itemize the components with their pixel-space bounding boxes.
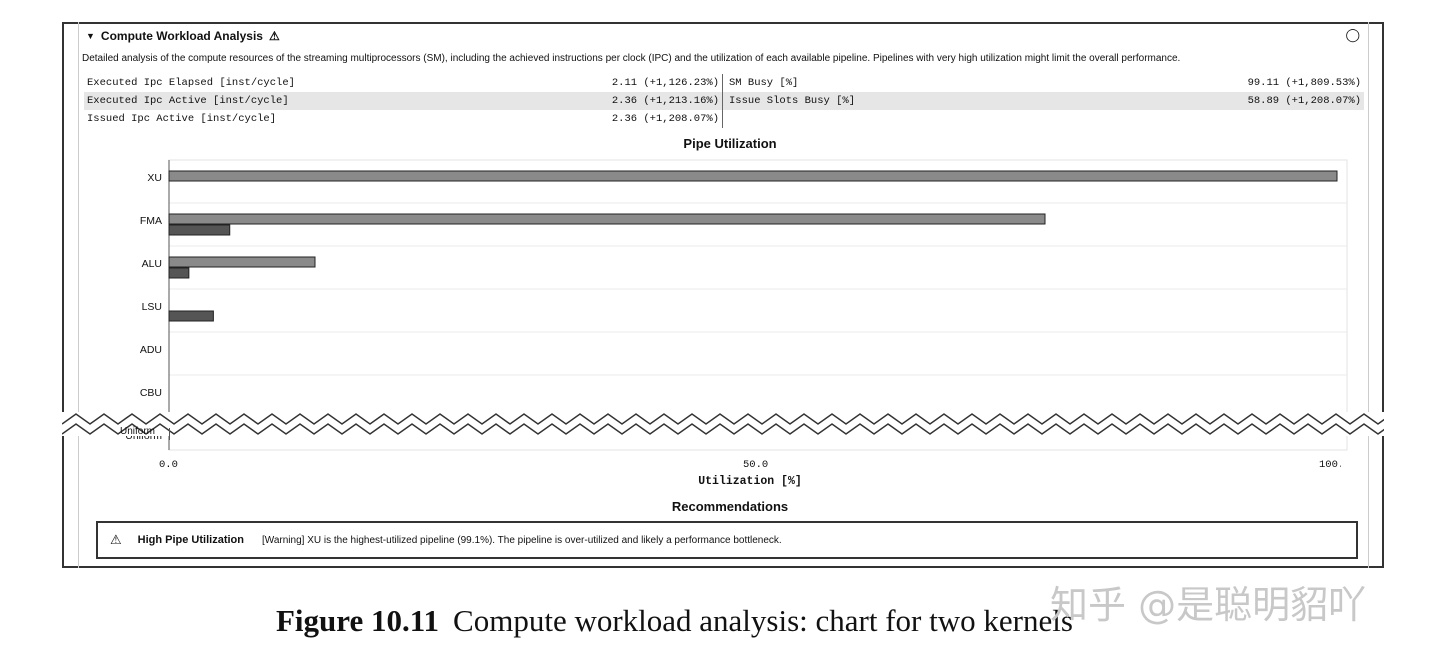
- recommendations-title: Recommendations: [671, 499, 789, 514]
- bar-fma-series-2: [168, 224, 231, 236]
- x-axis-title: Utilization [%]: [698, 475, 802, 488]
- metrics-row: Issued Ipc Active [inst/cycle] 2.36 (+1,2…: [84, 110, 1364, 128]
- metrics-row: Executed Ipc Active [inst/cycle] 2.36 (+1…: [84, 92, 1364, 110]
- bar-alu-series-1: [168, 256, 316, 268]
- category-label: XU: [147, 172, 162, 184]
- metric-name: Issued Ipc Active [inst/cycle]: [87, 113, 277, 125]
- warning-triangle-icon: ⚠: [110, 532, 122, 547]
- category-label: ALU: [142, 258, 162, 270]
- metrics-row: Executed Ipc Elapsed [inst/cycle] 2.11 (+…: [84, 74, 1364, 92]
- zigzag-top: [62, 413, 1384, 425]
- category-label: LSU: [142, 301, 162, 313]
- chart-title: Pipe Utilization: [683, 136, 777, 151]
- x-tick-label: 50.0: [743, 459, 769, 471]
- metric-value: 58.89 (+1,208.07%): [1247, 95, 1361, 107]
- break-line: [62, 412, 1384, 436]
- watermark: 知乎 @是聪明貂吖: [1050, 583, 1367, 627]
- bar-alu-series-2: [168, 267, 190, 279]
- figure-caption-text: Compute workload analysis: chart for two…: [453, 603, 1073, 638]
- section-description: Detailed analysis of the compute resourc…: [82, 53, 1181, 64]
- recommendation-item[interactable]: ⚠ High Pipe Utilization [Warning] XU is …: [96, 521, 1358, 559]
- inner-border-right: [1368, 22, 1369, 420]
- y-axis-lower: [169, 428, 170, 440]
- bar-xu-series-1: [168, 170, 1338, 182]
- metric-value: 99.11 (+1,809.53%): [1247, 77, 1361, 89]
- category-label: FMA: [140, 215, 162, 227]
- metric-value: 2.36 (+1,208.07%): [611, 113, 719, 125]
- figure-label: Figure 10.11: [276, 603, 440, 638]
- category-label: CBU: [140, 387, 162, 399]
- triangle-down-icon[interactable]: ▼: [86, 31, 95, 41]
- metric-name: Executed Ipc Elapsed [inst/cycle]: [87, 77, 295, 89]
- speech-bubble-icon[interactable]: ◯: [1345, 27, 1360, 42]
- x-tick-label: 0.0: [159, 459, 178, 471]
- category-label-uniform: Uniform: [120, 426, 156, 437]
- recommendation-name: High Pipe Utilization: [137, 534, 244, 546]
- bar-fma-series-1: [168, 213, 1046, 225]
- figure-caption: Figure 10.11 Compute workload analysis: c…: [276, 603, 1073, 639]
- metrics-table: Executed Ipc Elapsed [inst/cycle] 2.11 (+…: [84, 74, 1364, 128]
- inner-border-left: [78, 22, 79, 420]
- warning-triangle-icon: ⚠: [268, 29, 280, 43]
- x-tick-label: 100.0: [1319, 459, 1341, 471]
- metric-name: Issue Slots Busy [%]: [729, 95, 856, 107]
- metric-value: 2.36 (+1,213.16%): [611, 95, 719, 107]
- zigzag-bottom: [62, 423, 1384, 435]
- category-label: ADU: [140, 344, 162, 356]
- bottom-frame: [62, 428, 1384, 568]
- metric-name: Executed Ipc Active [inst/cycle]: [87, 95, 289, 107]
- recommendation-text: [Warning] XU is the highest-utilized pip…: [262, 534, 782, 546]
- metric-name: SM Busy [%]: [729, 77, 799, 89]
- bar-lsu-series-2: [168, 310, 214, 322]
- inner-border-right-bottom: [1368, 428, 1369, 568]
- metric-value: 2.11 (+1,126.23%): [611, 77, 719, 89]
- section-title: Compute Workload Analysis: [100, 29, 263, 43]
- inner-border-left-bottom: [78, 428, 79, 568]
- section-header[interactable]: ▼ Compute Workload Analysis ⚠ ◯: [86, 27, 1366, 45]
